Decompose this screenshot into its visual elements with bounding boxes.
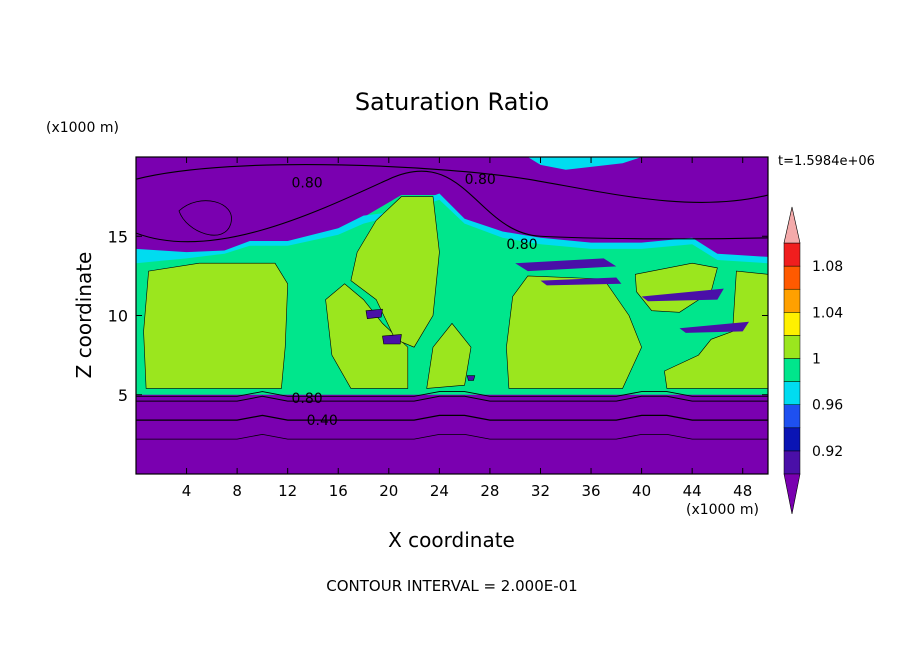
y-tick-label: 10 (108, 307, 128, 326)
x-tick-label: 48 (733, 482, 752, 500)
cyan-band (136, 193, 768, 264)
dry-streak (641, 288, 724, 302)
colorbar-bin (783, 358, 801, 382)
x-tick-label: 28 (480, 482, 499, 500)
colorbar-bin (783, 335, 801, 359)
field-layers (136, 157, 768, 474)
colorbar-label: 1 (812, 352, 821, 368)
colorbar-bin (783, 242, 801, 267)
colorbar-top-arrow (783, 206, 801, 244)
y-tick-label: 5 (118, 386, 128, 405)
contour-label: 0.80 (291, 391, 322, 407)
colorbar-bin (783, 288, 801, 313)
x-tick-label: 20 (379, 482, 398, 500)
colorbar-bin (783, 265, 801, 290)
x-tick-label: 40 (632, 482, 651, 500)
colorbar-bin (783, 450, 801, 475)
colorbar-bin (783, 427, 801, 452)
dry-pocket (365, 308, 383, 320)
dry-pocket (382, 334, 402, 345)
y-axis-unit: (x1000 m) (46, 120, 119, 136)
contour-label: 0.80 (291, 175, 322, 191)
upper-contour-line (178, 200, 232, 236)
time-label: t=1.5984e+06 (778, 154, 875, 169)
supersaturated-patch (350, 196, 440, 348)
low-contour-line (136, 433, 768, 440)
colorbar-bin (783, 381, 801, 405)
low-contour-line (136, 395, 768, 402)
colorbar-bottom-arrow (783, 473, 801, 515)
chart-title: Saturation Ratio (354, 88, 550, 116)
low-contour-line (136, 414, 768, 421)
colorbar-label: 0.96 (812, 398, 843, 414)
supersaturated-patch (325, 283, 409, 389)
top-cyan-wisp (527, 157, 642, 170)
x-tick-label: 44 (683, 482, 702, 500)
x-tick-label: 36 (581, 482, 600, 500)
y-tick-label: 15 (108, 227, 128, 246)
colorbar-bin (783, 312, 801, 336)
low-contour-line (136, 391, 768, 397)
x-tick-label: 16 (329, 482, 348, 500)
supersaturated-patch (426, 322, 472, 389)
dry-streak (540, 277, 622, 286)
colorbar-label: 1.08 (812, 259, 843, 275)
x-tick-label: 12 (278, 482, 297, 500)
x-axis-label: X coordinate (388, 528, 515, 552)
contour-label: 0.80 (465, 172, 496, 188)
contour-label: 0.40 (307, 413, 338, 429)
colorbar-label: 0.92 (812, 444, 843, 460)
x-tick-label: 4 (182, 482, 192, 500)
supersaturated-patch (143, 262, 289, 389)
x-axis-unit: (x1000 m) (686, 502, 759, 518)
x-tick-label: 8 (232, 482, 242, 500)
dry-pocket (466, 375, 476, 381)
colorbar-bin (783, 404, 801, 429)
dry-streak (679, 321, 749, 333)
contour-interval-note: CONTOUR INTERVAL = 2.000E-01 (326, 577, 578, 595)
colorbar-label: 1.04 (812, 305, 843, 321)
upper-contour-line (136, 170, 768, 243)
x-tick-label: 24 (430, 482, 449, 500)
contour-label: 0.80 (506, 237, 537, 253)
upper-contour-line (136, 164, 768, 203)
x-tick-label: 32 (531, 482, 550, 500)
dry-streak (515, 258, 617, 272)
